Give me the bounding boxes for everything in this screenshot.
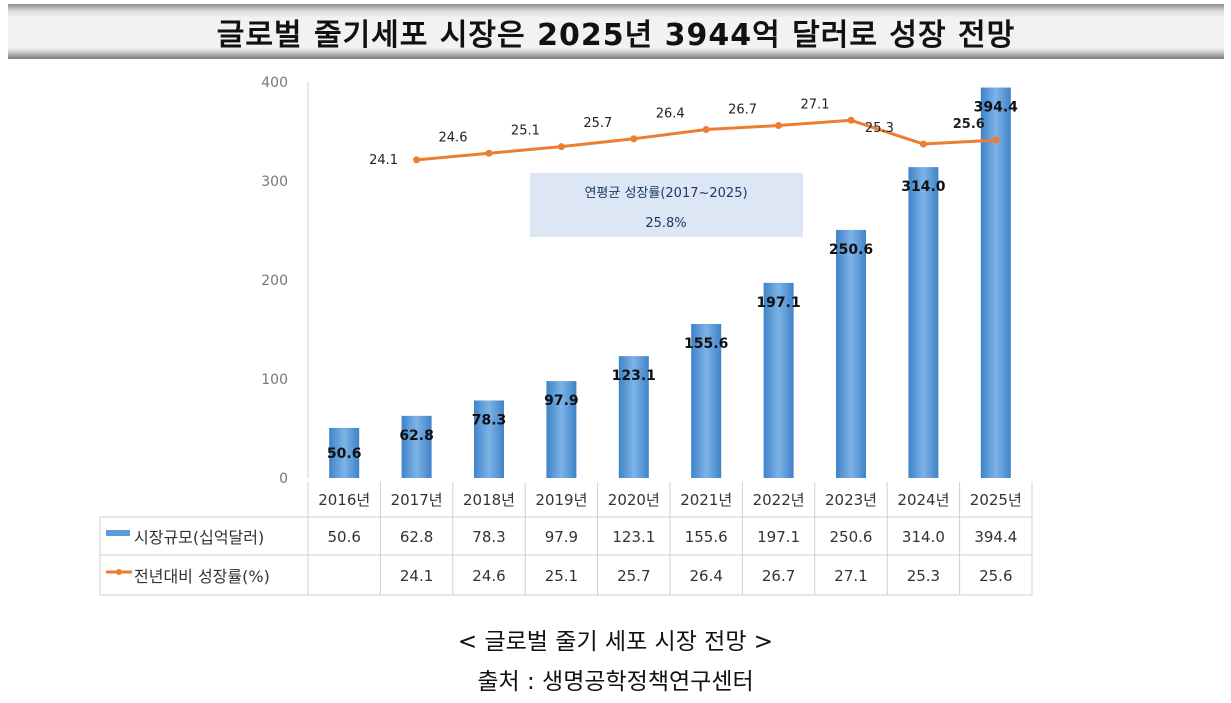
line-data-label: 26.4 (656, 107, 685, 122)
line-data-label: 26.7 (728, 103, 757, 118)
table-cell-market-size: 250.6 (830, 528, 873, 546)
table-cell-growth-rate: 25.1 (545, 567, 578, 585)
table-cell-growth-rate: 26.7 (762, 567, 795, 585)
table-cell-market-size: 197.1 (757, 528, 800, 546)
bar (329, 427, 360, 478)
table-cell-market-size: 62.8 (400, 528, 433, 546)
growth-rate-point (630, 135, 638, 143)
growth-rate-point (485, 149, 493, 157)
table-cell-growth-rate: 25.3 (907, 567, 940, 585)
table-cell-growth-rate: 26.4 (689, 567, 722, 585)
table-cell-growth-rate: 24.1 (400, 567, 433, 585)
bar (763, 282, 794, 478)
y-tick-label: 400 (261, 75, 288, 91)
growth-rate-point (557, 143, 565, 151)
bar-data-label: 250.6 (829, 242, 873, 258)
growth-rate-point (919, 140, 927, 148)
y-tick-label: 0 (279, 471, 288, 487)
x-category-label: 2019년 (535, 491, 587, 509)
line-data-label: 27.1 (801, 97, 830, 112)
y-tick-label: 300 (261, 174, 288, 190)
table-cell-market-size: 50.6 (327, 528, 360, 546)
table-cell-market-size: 155.6 (685, 528, 728, 546)
bar-data-label: 155.6 (684, 336, 728, 352)
bar-data-label: 50.6 (327, 446, 362, 462)
bar-data-label: 62.8 (399, 428, 434, 444)
bar (836, 229, 866, 478)
legend-growth-rate: 전년대비 성장률(%) (134, 567, 270, 586)
table-cell-growth-rate: 25.6 (979, 567, 1012, 585)
x-category-label: 2021년 (680, 491, 732, 509)
table-cell-market-size: 123.1 (612, 528, 655, 546)
title-banner: 글로벌 줄기세포 시장은 2025년 3944억 달러로 성장 전망 (8, 4, 1224, 59)
line-data-label: 25.6 (953, 117, 985, 132)
legend-bar-swatch (106, 530, 130, 536)
legend-market-size: 시장규모(십억달러) (134, 528, 264, 547)
bar (980, 87, 1011, 478)
annotation-title: 연평균 성장률(2017~2025) (584, 186, 747, 201)
line-data-label: 24.1 (369, 153, 398, 168)
growth-rate-point (775, 122, 783, 130)
line-data-label: 25.7 (583, 116, 612, 131)
bar (691, 323, 722, 478)
table-cell-growth-rate: 27.1 (834, 567, 867, 585)
bar (908, 167, 939, 478)
caption-title: < 글로벌 줄기 세포 시장 전망 > (457, 629, 774, 655)
growth-rate-point (992, 136, 1000, 144)
growth-rate-point (413, 156, 421, 164)
bar (401, 415, 432, 478)
y-tick-label: 100 (261, 372, 288, 388)
bar-data-label: 78.3 (472, 412, 507, 428)
legend-line-marker (116, 569, 122, 575)
table-cell-growth-rate: 25.7 (617, 567, 650, 585)
page-title: 글로벌 줄기세포 시장은 2025년 3944억 달러로 성장 전망 (216, 17, 1016, 53)
bar-data-label: 197.1 (756, 295, 800, 311)
growth-rate-point (847, 116, 855, 124)
table-cell-market-size: 394.4 (974, 528, 1017, 546)
table-cell-growth-rate: 24.6 (472, 567, 505, 585)
bar (546, 381, 577, 478)
y-tick-label: 200 (261, 273, 288, 289)
x-category-label: 2024년 (897, 491, 949, 509)
x-category-label: 2023년 (825, 491, 877, 509)
table-cell-market-size: 97.9 (545, 528, 578, 546)
bar (474, 400, 504, 478)
line-data-label: 25.1 (511, 124, 540, 139)
table-cell-market-size: 314.0 (902, 528, 945, 546)
x-category-label: 2022년 (753, 491, 805, 509)
table-cell-market-size: 78.3 (472, 528, 505, 546)
x-category-label: 2020년 (608, 491, 660, 509)
annotation-value: 25.8% (645, 216, 686, 231)
annotation-box (530, 173, 803, 237)
x-category-label: 2025년 (970, 491, 1022, 509)
bar-data-label: 314.0 (901, 179, 946, 195)
line-data-label: 25.3 (865, 121, 894, 136)
bar-data-label: 394.4 (974, 100, 1019, 116)
x-category-label: 2018년 (463, 491, 515, 509)
bar-data-label: 97.9 (544, 393, 579, 409)
x-category-label: 2017년 (391, 491, 443, 509)
bar-data-label: 123.1 (612, 368, 656, 384)
growth-rate-point (702, 126, 710, 134)
caption-source: 출처 : 생명공학정책연구센터 (477, 669, 754, 695)
x-category-label: 2016년 (318, 491, 370, 509)
bar (618, 356, 649, 478)
line-data-label: 24.6 (439, 130, 468, 145)
